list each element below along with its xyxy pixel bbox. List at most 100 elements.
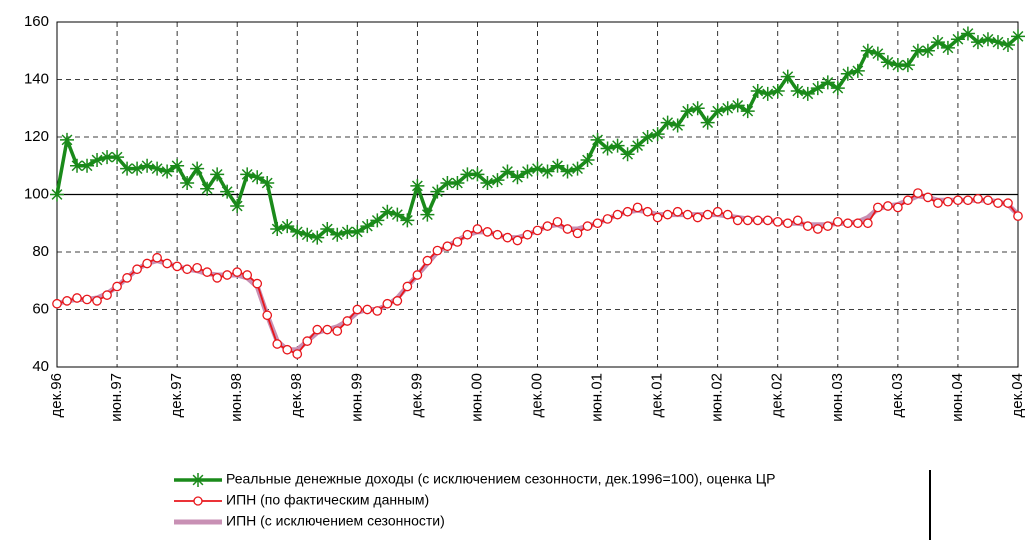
marker-star (600, 141, 615, 156)
marker-star (360, 219, 375, 234)
marker-star (270, 222, 285, 236)
marker-circle (883, 201, 893, 211)
marker-circle (212, 273, 223, 283)
marker-circle (522, 229, 533, 240)
x-tick-label: дек.01 (649, 373, 666, 418)
marker-star (550, 158, 565, 173)
marker-star (630, 138, 645, 153)
marker-star (690, 101, 705, 116)
marker-star (760, 86, 775, 101)
marker-star (150, 161, 165, 176)
marker-star (70, 158, 85, 173)
marker-circle (602, 214, 613, 224)
x-tick-label: дек.04 (1009, 373, 1026, 418)
marker-circle (812, 224, 823, 234)
marker-circle (923, 192, 933, 203)
marker-star (130, 161, 145, 176)
marker-circle (372, 306, 383, 316)
marker-circle (422, 255, 433, 266)
marker-star (890, 58, 905, 73)
marker-star (80, 158, 95, 173)
marker-circle (152, 252, 162, 263)
marker-star (350, 224, 365, 239)
marker-circle (983, 195, 993, 206)
marker-star (180, 176, 195, 190)
legend-marker (191, 473, 205, 487)
marker-circle (873, 202, 883, 213)
marker-circle (712, 206, 723, 217)
marker-star (160, 164, 175, 179)
marker-circle (652, 212, 663, 223)
marker-star (810, 81, 825, 96)
marker-star (190, 161, 205, 176)
marker-star (530, 161, 545, 176)
marker-star (260, 176, 275, 190)
marker-circle (312, 324, 323, 335)
marker-star (510, 170, 525, 185)
marker-star (590, 132, 605, 147)
marker-star (470, 167, 485, 182)
marker-circle (682, 209, 693, 220)
y-tick-label: 60 (32, 300, 49, 317)
marker-star (900, 58, 915, 73)
marker-star (90, 153, 105, 167)
marker-star (910, 43, 925, 58)
marker-star (450, 176, 465, 190)
marker-circle (452, 237, 463, 247)
y-tick-label: 120 (24, 128, 49, 145)
marker-circle (132, 264, 142, 275)
marker-star (970, 35, 985, 50)
marker-star (620, 147, 635, 162)
marker-circle (622, 206, 633, 217)
marker-star (220, 184, 235, 199)
marker-star (770, 84, 785, 98)
marker-circle (142, 258, 152, 269)
x-tick-label: июн.97 (108, 373, 125, 422)
marker-circle (92, 296, 102, 306)
marker-star (720, 101, 735, 116)
marker-circle (572, 228, 583, 239)
marker-star (710, 104, 725, 119)
marker-circle (722, 209, 733, 220)
marker-star (740, 104, 755, 119)
marker-star (280, 219, 295, 234)
marker-circle (953, 195, 963, 206)
marker-star (290, 224, 305, 239)
marker-star (750, 84, 765, 98)
marker-circle (322, 324, 333, 335)
marker-circle (802, 221, 813, 231)
marker-circle (492, 229, 503, 240)
marker-circle (462, 229, 473, 240)
marker-circle (292, 349, 303, 359)
marker-circle (822, 221, 833, 231)
marker-star (730, 98, 745, 113)
marker-circle (222, 270, 233, 280)
marker-star (960, 26, 975, 41)
marker-star (700, 115, 715, 130)
marker-star (870, 46, 885, 61)
marker-circle (832, 216, 843, 227)
marker-star (250, 170, 265, 185)
marker-circle (272, 339, 283, 349)
marker-star (60, 132, 75, 147)
marker-circle (402, 281, 413, 292)
marker-star (400, 213, 415, 228)
legend-label: ИПН (по фактическим данным) (226, 492, 429, 508)
y-tick-label: 100 (24, 185, 49, 202)
marker-star (170, 158, 185, 173)
marker-circle (342, 316, 353, 326)
y-tick-label: 40 (32, 358, 49, 375)
marker-circle (1013, 211, 1023, 221)
x-tick-label: дек.99 (408, 373, 425, 418)
marker-star (660, 115, 675, 130)
x-tick-label: дек.03 (889, 373, 906, 418)
marker-circle (632, 202, 643, 213)
marker-star (680, 104, 695, 119)
marker-circle (332, 326, 343, 336)
x-tick-label: июн.04 (949, 373, 966, 422)
marker-circle (62, 296, 72, 306)
marker-star (930, 35, 945, 50)
legend-marker (193, 496, 203, 506)
marker-star (440, 176, 455, 190)
marker-star (390, 207, 405, 222)
